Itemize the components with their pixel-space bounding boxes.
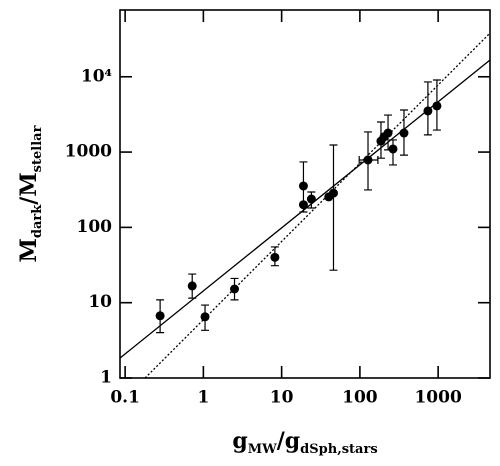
point — [155, 311, 165, 321]
point — [270, 252, 280, 262]
point — [363, 155, 373, 165]
y-axis-label: Mdark/Mstellar — [16, 125, 45, 262]
x-axis-label: gMW/gdSph,stars — [232, 428, 377, 457]
point — [298, 181, 308, 191]
x-tick-label: 10 — [270, 388, 294, 408]
point — [230, 284, 240, 294]
point — [187, 281, 197, 291]
label-part: MW — [248, 442, 277, 457]
label-part: /M — [16, 172, 42, 204]
point — [423, 106, 433, 116]
point — [200, 312, 210, 322]
point — [298, 200, 308, 210]
y-tick-label: 10⁴ — [81, 66, 112, 86]
plot-frame — [119, 9, 491, 379]
x-tick-label: 100 — [342, 388, 378, 408]
point — [388, 144, 398, 154]
error-bar — [329, 144, 338, 271]
point — [432, 101, 442, 111]
y-tick-label: 1000 — [65, 142, 112, 162]
point — [383, 128, 393, 138]
x-tick-label: 1 — [197, 388, 209, 408]
y-tick-label: 10 — [88, 292, 112, 312]
label-part: stellar — [30, 125, 45, 172]
x-tick-label: 1000 — [414, 388, 461, 408]
point — [324, 192, 334, 202]
fit-line — [144, 32, 490, 378]
point — [399, 128, 409, 138]
label-part: /g — [277, 428, 300, 454]
label-part: dark — [30, 204, 45, 238]
label-part: dSph,stars — [300, 442, 377, 457]
label-part: M — [16, 238, 42, 262]
label-part: g — [232, 428, 247, 454]
y-tick-label: 100 — [77, 217, 113, 237]
y-tick-label: 1 — [100, 368, 112, 388]
x-tick-label: 0.1 — [110, 388, 140, 408]
point — [306, 194, 316, 204]
